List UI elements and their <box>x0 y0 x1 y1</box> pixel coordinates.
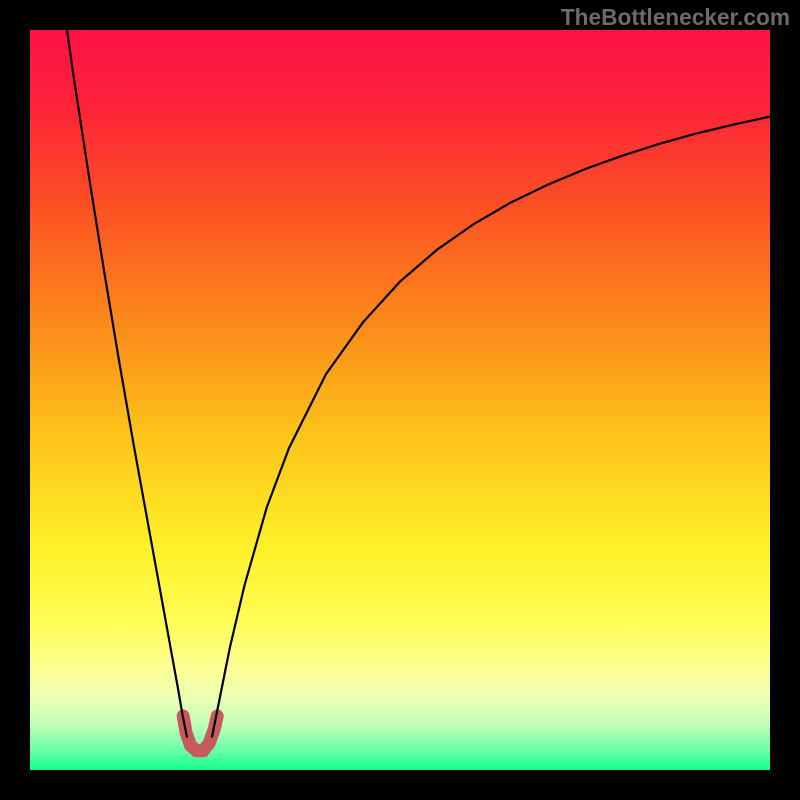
plot-background <box>30 30 770 770</box>
watermark-text: TheBottlenecker.com <box>561 4 790 31</box>
chart-svg <box>0 0 800 800</box>
chart-stage: TheBottlenecker.com <box>0 0 800 800</box>
